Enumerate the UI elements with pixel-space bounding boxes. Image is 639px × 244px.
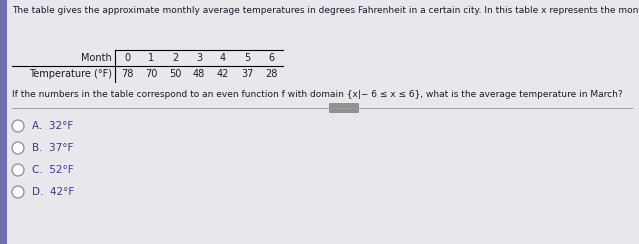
Text: A.  32°F: A. 32°F bbox=[32, 121, 73, 131]
Text: 50: 50 bbox=[169, 69, 181, 79]
Text: 4: 4 bbox=[220, 53, 226, 63]
Circle shape bbox=[12, 164, 24, 176]
Text: If the numbers in the table correspond to an even function f with domain {x|− 6 : If the numbers in the table correspond t… bbox=[12, 90, 622, 99]
FancyBboxPatch shape bbox=[329, 103, 359, 113]
Bar bbox=[0, 0, 7, 244]
Text: 5: 5 bbox=[244, 53, 250, 63]
Text: Temperature (°F): Temperature (°F) bbox=[29, 69, 112, 79]
Text: C.  52°F: C. 52°F bbox=[32, 165, 73, 175]
Circle shape bbox=[12, 120, 24, 132]
Text: 6: 6 bbox=[268, 53, 274, 63]
Circle shape bbox=[12, 186, 24, 198]
Text: D.  42°F: D. 42°F bbox=[32, 187, 74, 197]
Text: 78: 78 bbox=[121, 69, 133, 79]
Text: 42: 42 bbox=[217, 69, 229, 79]
Text: 3: 3 bbox=[196, 53, 202, 63]
Text: 0: 0 bbox=[124, 53, 130, 63]
Text: B.  37°F: B. 37°F bbox=[32, 143, 73, 153]
Text: 48: 48 bbox=[193, 69, 205, 79]
Text: The table gives the approximate monthly average temperatures in degrees Fahrenhe: The table gives the approximate monthly … bbox=[12, 6, 639, 15]
Circle shape bbox=[12, 142, 24, 154]
Text: 28: 28 bbox=[265, 69, 277, 79]
Text: 70: 70 bbox=[145, 69, 157, 79]
Text: 37: 37 bbox=[241, 69, 253, 79]
Text: 1: 1 bbox=[148, 53, 154, 63]
Text: 2: 2 bbox=[172, 53, 178, 63]
Text: Month: Month bbox=[81, 53, 112, 63]
